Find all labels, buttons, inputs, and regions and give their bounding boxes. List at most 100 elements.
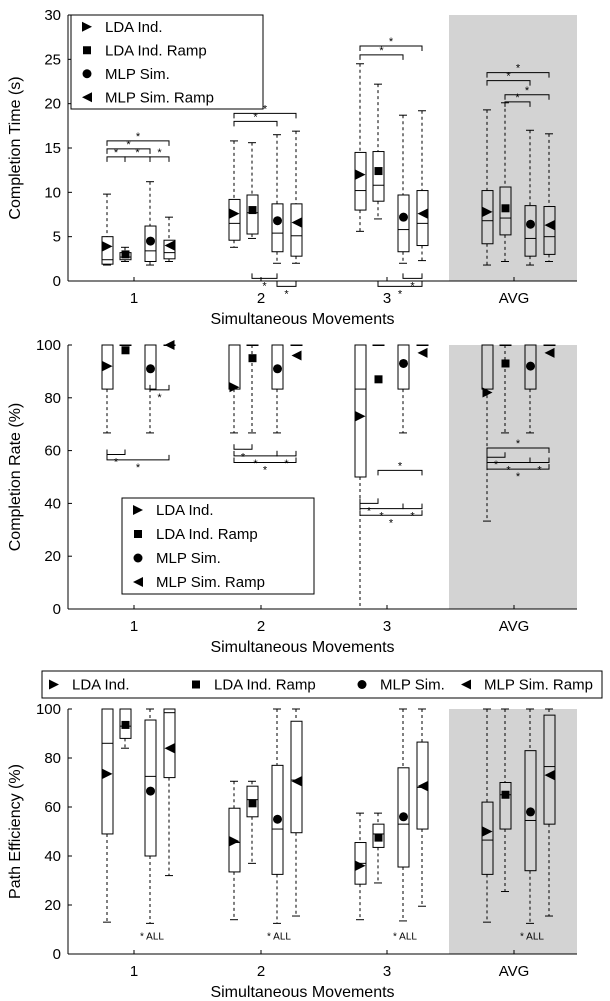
legend-box bbox=[41, 670, 603, 699]
significance-star: * bbox=[516, 63, 521, 75]
y-tick-label: 20 bbox=[44, 897, 61, 914]
significance-star: * bbox=[506, 464, 511, 476]
iqr-box bbox=[144, 719, 157, 857]
mean-marker-triangle-left bbox=[417, 347, 428, 358]
y-tick-label: 20 bbox=[44, 548, 61, 565]
significance-bracket: * bbox=[233, 444, 253, 463]
significance-bracket: * bbox=[233, 103, 297, 119]
avg-highlight-band bbox=[449, 709, 577, 954]
legend-label: MLP Sim. Ramp bbox=[156, 574, 265, 591]
x-tick-label: 2 bbox=[257, 290, 265, 307]
box-2-0 bbox=[144, 181, 157, 266]
iqr-box bbox=[119, 708, 132, 739]
iqr-box bbox=[163, 239, 176, 260]
y-tick-label: 30 bbox=[44, 7, 61, 24]
x-tick-label: 3 bbox=[383, 618, 391, 635]
y-tick-label: 100 bbox=[36, 337, 61, 354]
significance-star: * bbox=[253, 111, 258, 123]
significance-bracket: * bbox=[486, 438, 550, 453]
iqr-box bbox=[101, 236, 114, 265]
iqr-box bbox=[228, 344, 241, 390]
significance-bracket: * bbox=[149, 384, 170, 404]
bracket-line bbox=[106, 148, 151, 154]
y-tick-label: 40 bbox=[44, 495, 61, 512]
x-tick-label: AVG bbox=[499, 290, 530, 307]
mean-marker-triangle-right bbox=[482, 387, 493, 398]
mean-marker-circle bbox=[399, 358, 408, 368]
significance-all-annotation: * ALL bbox=[520, 931, 544, 942]
bracket-line bbox=[149, 156, 170, 162]
box-3-2 bbox=[416, 110, 429, 262]
bracket-line bbox=[529, 457, 550, 463]
x-tick-label: 3 bbox=[383, 963, 391, 980]
box-2-0 bbox=[144, 708, 157, 924]
significance-bracket: * bbox=[359, 498, 379, 517]
significance-bracket: * bbox=[233, 111, 278, 127]
iqr-box bbox=[271, 203, 284, 253]
legend-label: MLP Sim. Ramp bbox=[484, 677, 593, 694]
significance-star: * bbox=[410, 511, 415, 523]
significance-star: * bbox=[506, 71, 511, 83]
significance-bracket: * bbox=[106, 131, 170, 146]
bracket-line bbox=[106, 140, 170, 146]
box-1-3 bbox=[499, 708, 512, 893]
legend-marker-circle bbox=[82, 69, 92, 79]
mean-marker-triangle-right bbox=[355, 860, 366, 871]
box-2-3 bbox=[524, 344, 537, 434]
y-tick-label: 80 bbox=[44, 750, 61, 767]
mean-marker-square bbox=[501, 790, 510, 799]
mean-marker-circle bbox=[399, 212, 408, 222]
path-efficiency-panel: 0 20 40 60 80 100 1 2 3 AVG Simultaneous Movements… bbox=[7, 670, 603, 1001]
x-tick-label: 3 bbox=[383, 290, 391, 307]
iqr-box bbox=[290, 203, 303, 257]
bracket-line bbox=[251, 273, 278, 279]
bracket-line bbox=[486, 464, 550, 470]
x-tick-label: AVG bbox=[499, 618, 530, 635]
significance-bracket: * bbox=[106, 449, 126, 469]
significance-bracket: * bbox=[377, 281, 423, 300]
x-tick-label: 1 bbox=[130, 963, 138, 980]
legend-marker-square bbox=[134, 530, 142, 538]
mean-marker-triangle-right bbox=[355, 411, 366, 422]
box-0-0 bbox=[101, 708, 114, 923]
box-1-0 bbox=[119, 708, 132, 749]
completion-rate-panel: 0 20 40 60 80 100 1 2 3 AVG Simultaneous Movements… bbox=[7, 337, 577, 656]
significance-bracket: * bbox=[106, 454, 170, 474]
y-tick-label: 80 bbox=[44, 390, 61, 407]
bracket-line bbox=[149, 384, 170, 391]
iqr-box bbox=[271, 764, 284, 875]
mean-marker-triangle-right bbox=[229, 836, 240, 847]
significance-star: * bbox=[398, 288, 403, 300]
y-tick-label: 0 bbox=[53, 601, 61, 618]
significance-bracket: * bbox=[486, 452, 506, 471]
significance-bracket: * bbox=[149, 147, 170, 162]
avg-highlight-band bbox=[449, 345, 577, 609]
iqr-box bbox=[101, 708, 114, 835]
bracket-line bbox=[504, 94, 550, 100]
significance-star: * bbox=[515, 92, 520, 104]
significance-bracket: * bbox=[233, 457, 297, 476]
legend: LDA Ind. LDA Ind. Ramp MLP Sim. MLP Sim. Ra… bbox=[121, 497, 315, 595]
legend-marker-square bbox=[83, 46, 91, 55]
significance-bracket: * bbox=[276, 450, 297, 470]
significance-bracket: * bbox=[377, 460, 423, 476]
significance-bracket: * bbox=[402, 273, 423, 292]
significance-bracket: * bbox=[359, 510, 423, 529]
box-3-2 bbox=[416, 344, 429, 358]
significance-star: * bbox=[367, 505, 372, 517]
legend-label: LDA Ind. Ramp bbox=[156, 526, 258, 543]
significance-star: * bbox=[253, 458, 258, 470]
y-axis-label: Path Efficiency (%) bbox=[7, 764, 24, 899]
box-3-1 bbox=[290, 344, 303, 361]
legend-marker-triangle-right bbox=[82, 21, 92, 32]
box-3-3 bbox=[543, 708, 556, 917]
box-1-3 bbox=[499, 102, 512, 262]
significance-star: * bbox=[389, 36, 394, 48]
mean-marker-circle bbox=[526, 807, 535, 817]
legend-marker-triangle-right bbox=[49, 679, 59, 690]
completion-time-panel: 0 5 10 15 20 25 30 1 2 3 AVG Simultaneous Movements… bbox=[7, 7, 577, 328]
significance-bracket: * bbox=[486, 464, 550, 483]
bracket-line bbox=[233, 457, 297, 463]
iqr-box bbox=[163, 708, 176, 779]
mean-marker-triangle-left bbox=[164, 240, 175, 251]
